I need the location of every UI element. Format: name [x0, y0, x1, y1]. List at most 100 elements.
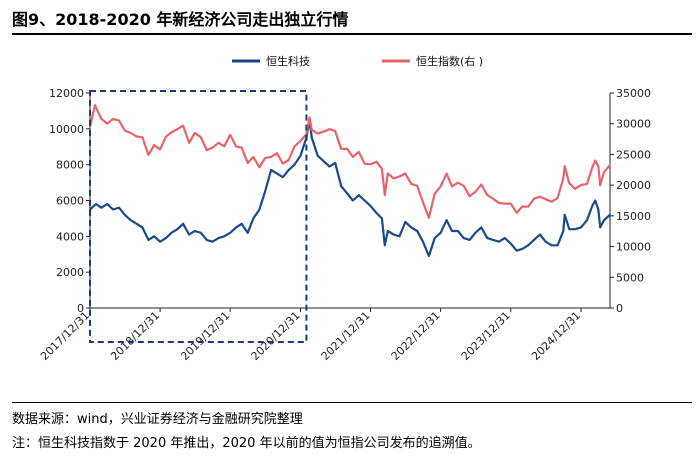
- series-0-point: [544, 240, 547, 243]
- series-1-point: [609, 164, 611, 166]
- series-1-point: [276, 152, 278, 155]
- series-1-point: [580, 184, 582, 187]
- series-1-point: [539, 195, 541, 198]
- series-1-point: [310, 129, 313, 131]
- series-1-point: [457, 181, 459, 184]
- series-0-point: [369, 205, 372, 207]
- left-tick-label: 12000: [49, 87, 84, 100]
- series-0-point: [118, 206, 120, 209]
- series-1-point: [94, 104, 96, 107]
- series-0-point: [287, 169, 290, 171]
- series-0-point: [439, 231, 442, 234]
- series-0-point: [375, 212, 378, 214]
- x-tick-label: 2018/12/31: [108, 309, 162, 363]
- figure-title: 图9、2018-2020 年新经济公司走出独立行情: [12, 10, 349, 29]
- series-0-point: [568, 228, 571, 231]
- series-1-point: [527, 205, 530, 208]
- series-0-point: [416, 230, 419, 232]
- series-1-point: [229, 133, 232, 136]
- series-0-point: [586, 219, 588, 222]
- series-0-point: [433, 237, 436, 240]
- series-1-point: [404, 172, 407, 175]
- series-line-1: [88, 104, 611, 219]
- series-1-point: [594, 159, 597, 162]
- series-1-point: [462, 184, 465, 187]
- series-1-point: [533, 197, 535, 200]
- series-0-point: [252, 217, 255, 220]
- series-0-point: [498, 240, 500, 243]
- series-1-point: [264, 157, 266, 159]
- series-1-point: [369, 163, 372, 166]
- series-1-point: [416, 184, 419, 187]
- series-0-point: [451, 230, 453, 232]
- series-0-point: [188, 233, 191, 236]
- series-0-point: [398, 235, 401, 238]
- series-0-point: [165, 237, 167, 240]
- series-0-point: [562, 230, 565, 232]
- left-tick-label: 8000: [56, 159, 84, 172]
- series-0-point: [386, 230, 389, 232]
- series-0-point: [211, 240, 214, 243]
- series-1-point: [383, 194, 386, 196]
- series-0-point: [135, 222, 138, 225]
- series-0-point: [176, 228, 179, 231]
- x-tick-label: 2022/12/31: [389, 309, 443, 363]
- series-1-point: [410, 183, 413, 185]
- series-1-point: [357, 151, 360, 153]
- series-0-point: [106, 203, 109, 206]
- series-1-point: [217, 141, 220, 144]
- series-0-point: [334, 162, 337, 164]
- series-1-point: [182, 124, 185, 127]
- series-1-point: [468, 195, 471, 198]
- series-1-point: [521, 205, 524, 208]
- series-1-point: [375, 160, 378, 163]
- series-1-point: [246, 162, 249, 164]
- series-0-point: [293, 163, 296, 166]
- series-1-point: [556, 197, 559, 199]
- left-tick-label: 10000: [49, 123, 84, 136]
- series-0-point: [550, 244, 553, 247]
- series-0-point: [346, 192, 348, 195]
- series-1-point: [170, 131, 173, 134]
- series-1-point: [147, 154, 150, 156]
- series-0-point: [159, 240, 162, 243]
- series-0-point: [392, 233, 395, 236]
- series-1-point: [258, 166, 261, 169]
- series-1-point: [287, 159, 290, 161]
- series-0-point: [112, 208, 114, 211]
- series-0-point: [123, 213, 126, 216]
- series-0-point: [603, 219, 605, 222]
- series-1-point: [352, 156, 354, 158]
- series-0-point: [193, 230, 196, 232]
- series-1-point: [474, 191, 477, 193]
- series-0-point: [480, 226, 483, 229]
- series-1-point: [129, 132, 132, 134]
- series-0-point: [199, 231, 202, 234]
- series-0-point: [597, 208, 600, 211]
- series-1-point: [106, 122, 109, 125]
- series-0-point: [182, 222, 185, 225]
- series-1-point: [100, 117, 103, 120]
- series-0-point: [141, 226, 144, 229]
- left-tick-label: 0: [77, 302, 84, 315]
- left-tick-label: 4000: [56, 230, 84, 243]
- series-0-point: [468, 239, 471, 241]
- right-tick-label: 20000: [616, 179, 651, 192]
- series-0-point: [95, 203, 97, 206]
- series-0-point: [594, 199, 597, 202]
- series-0-point: [410, 226, 413, 229]
- series-1-point: [363, 162, 366, 165]
- series-1-point: [205, 149, 208, 151]
- x-tick-label: 2024/12/31: [529, 309, 583, 363]
- series-1-point: [591, 166, 594, 169]
- line-chart: 恒生科技 恒生指数(右 ) 0 2000 4000 6000 8000 10000 12000…: [38, 54, 651, 363]
- series-1-point: [346, 148, 348, 150]
- series-1-point: [223, 145, 226, 148]
- series-1-point: [270, 156, 272, 158]
- series-1-point: [392, 177, 395, 180]
- series-1-point: [586, 183, 588, 185]
- series-0-point: [299, 154, 302, 157]
- left-tick-label: 6000: [56, 195, 84, 208]
- series-0-point: [240, 222, 243, 225]
- series-0-point: [340, 185, 343, 188]
